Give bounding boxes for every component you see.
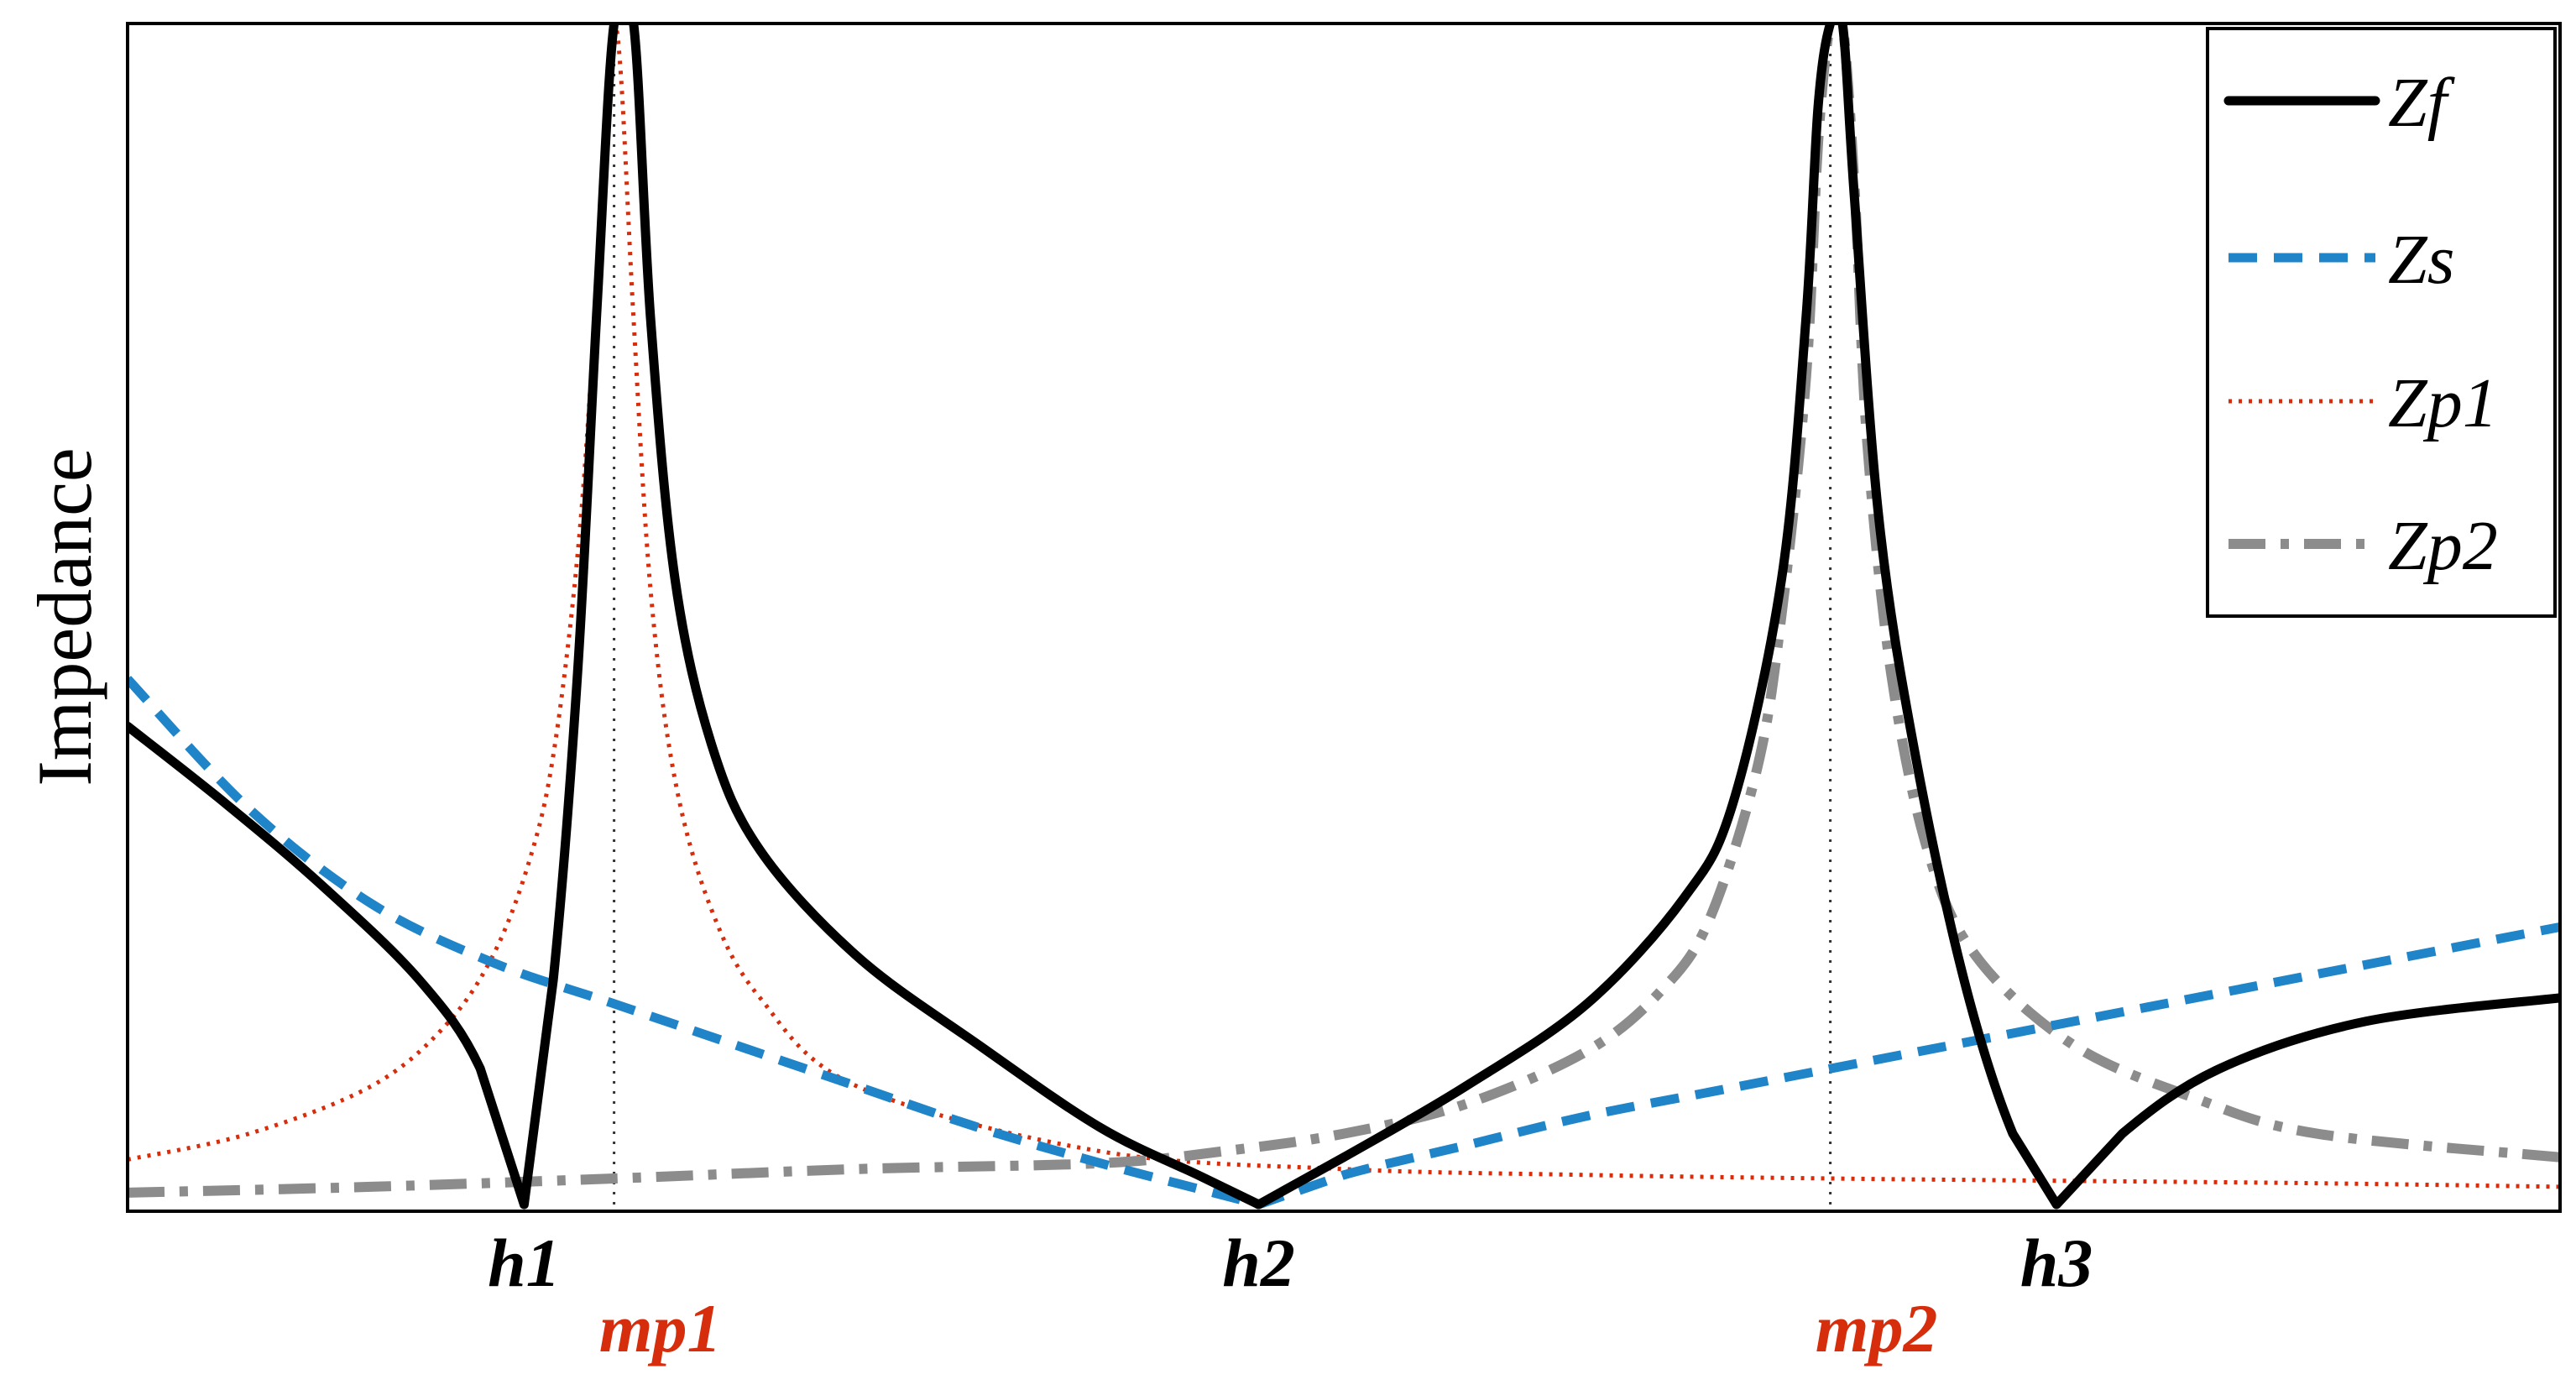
legend-label-Zs: Zs bbox=[2388, 221, 2454, 299]
legend: Zf Zs Zp1 Zp2 bbox=[2206, 27, 2557, 618]
marker-lines: mp1 mp2 bbox=[599, 24, 1938, 1366]
plot-frame bbox=[126, 22, 2562, 1213]
x-tick-labels: h1 h2 h3 bbox=[488, 1225, 2093, 1301]
legend-box bbox=[2206, 27, 2557, 618]
series-line-Zp1 bbox=[128, 24, 2560, 1189]
series-line-Zp2 bbox=[128, 24, 2560, 1198]
series-line-Zs bbox=[128, 676, 2560, 1210]
x-tick-label-h2: h2 bbox=[1222, 1225, 1295, 1301]
series-layer bbox=[128, 24, 2560, 1210]
legend-label-Zp2: Zp2 bbox=[2388, 507, 2498, 585]
legend-label-Zf: Zf bbox=[2388, 64, 2456, 142]
x-tick-label-h1: h1 bbox=[488, 1225, 561, 1301]
legend-label-Zp1: Zp1 bbox=[2388, 364, 2498, 442]
y-axis-label: Impedance bbox=[22, 447, 107, 786]
marker-label-mp1: mp1 bbox=[599, 1290, 722, 1366]
marker-label-mp2: mp2 bbox=[1816, 1290, 1938, 1366]
x-tick-label-h3: h3 bbox=[2020, 1225, 2093, 1301]
series-line-Zf bbox=[128, 24, 2560, 1210]
